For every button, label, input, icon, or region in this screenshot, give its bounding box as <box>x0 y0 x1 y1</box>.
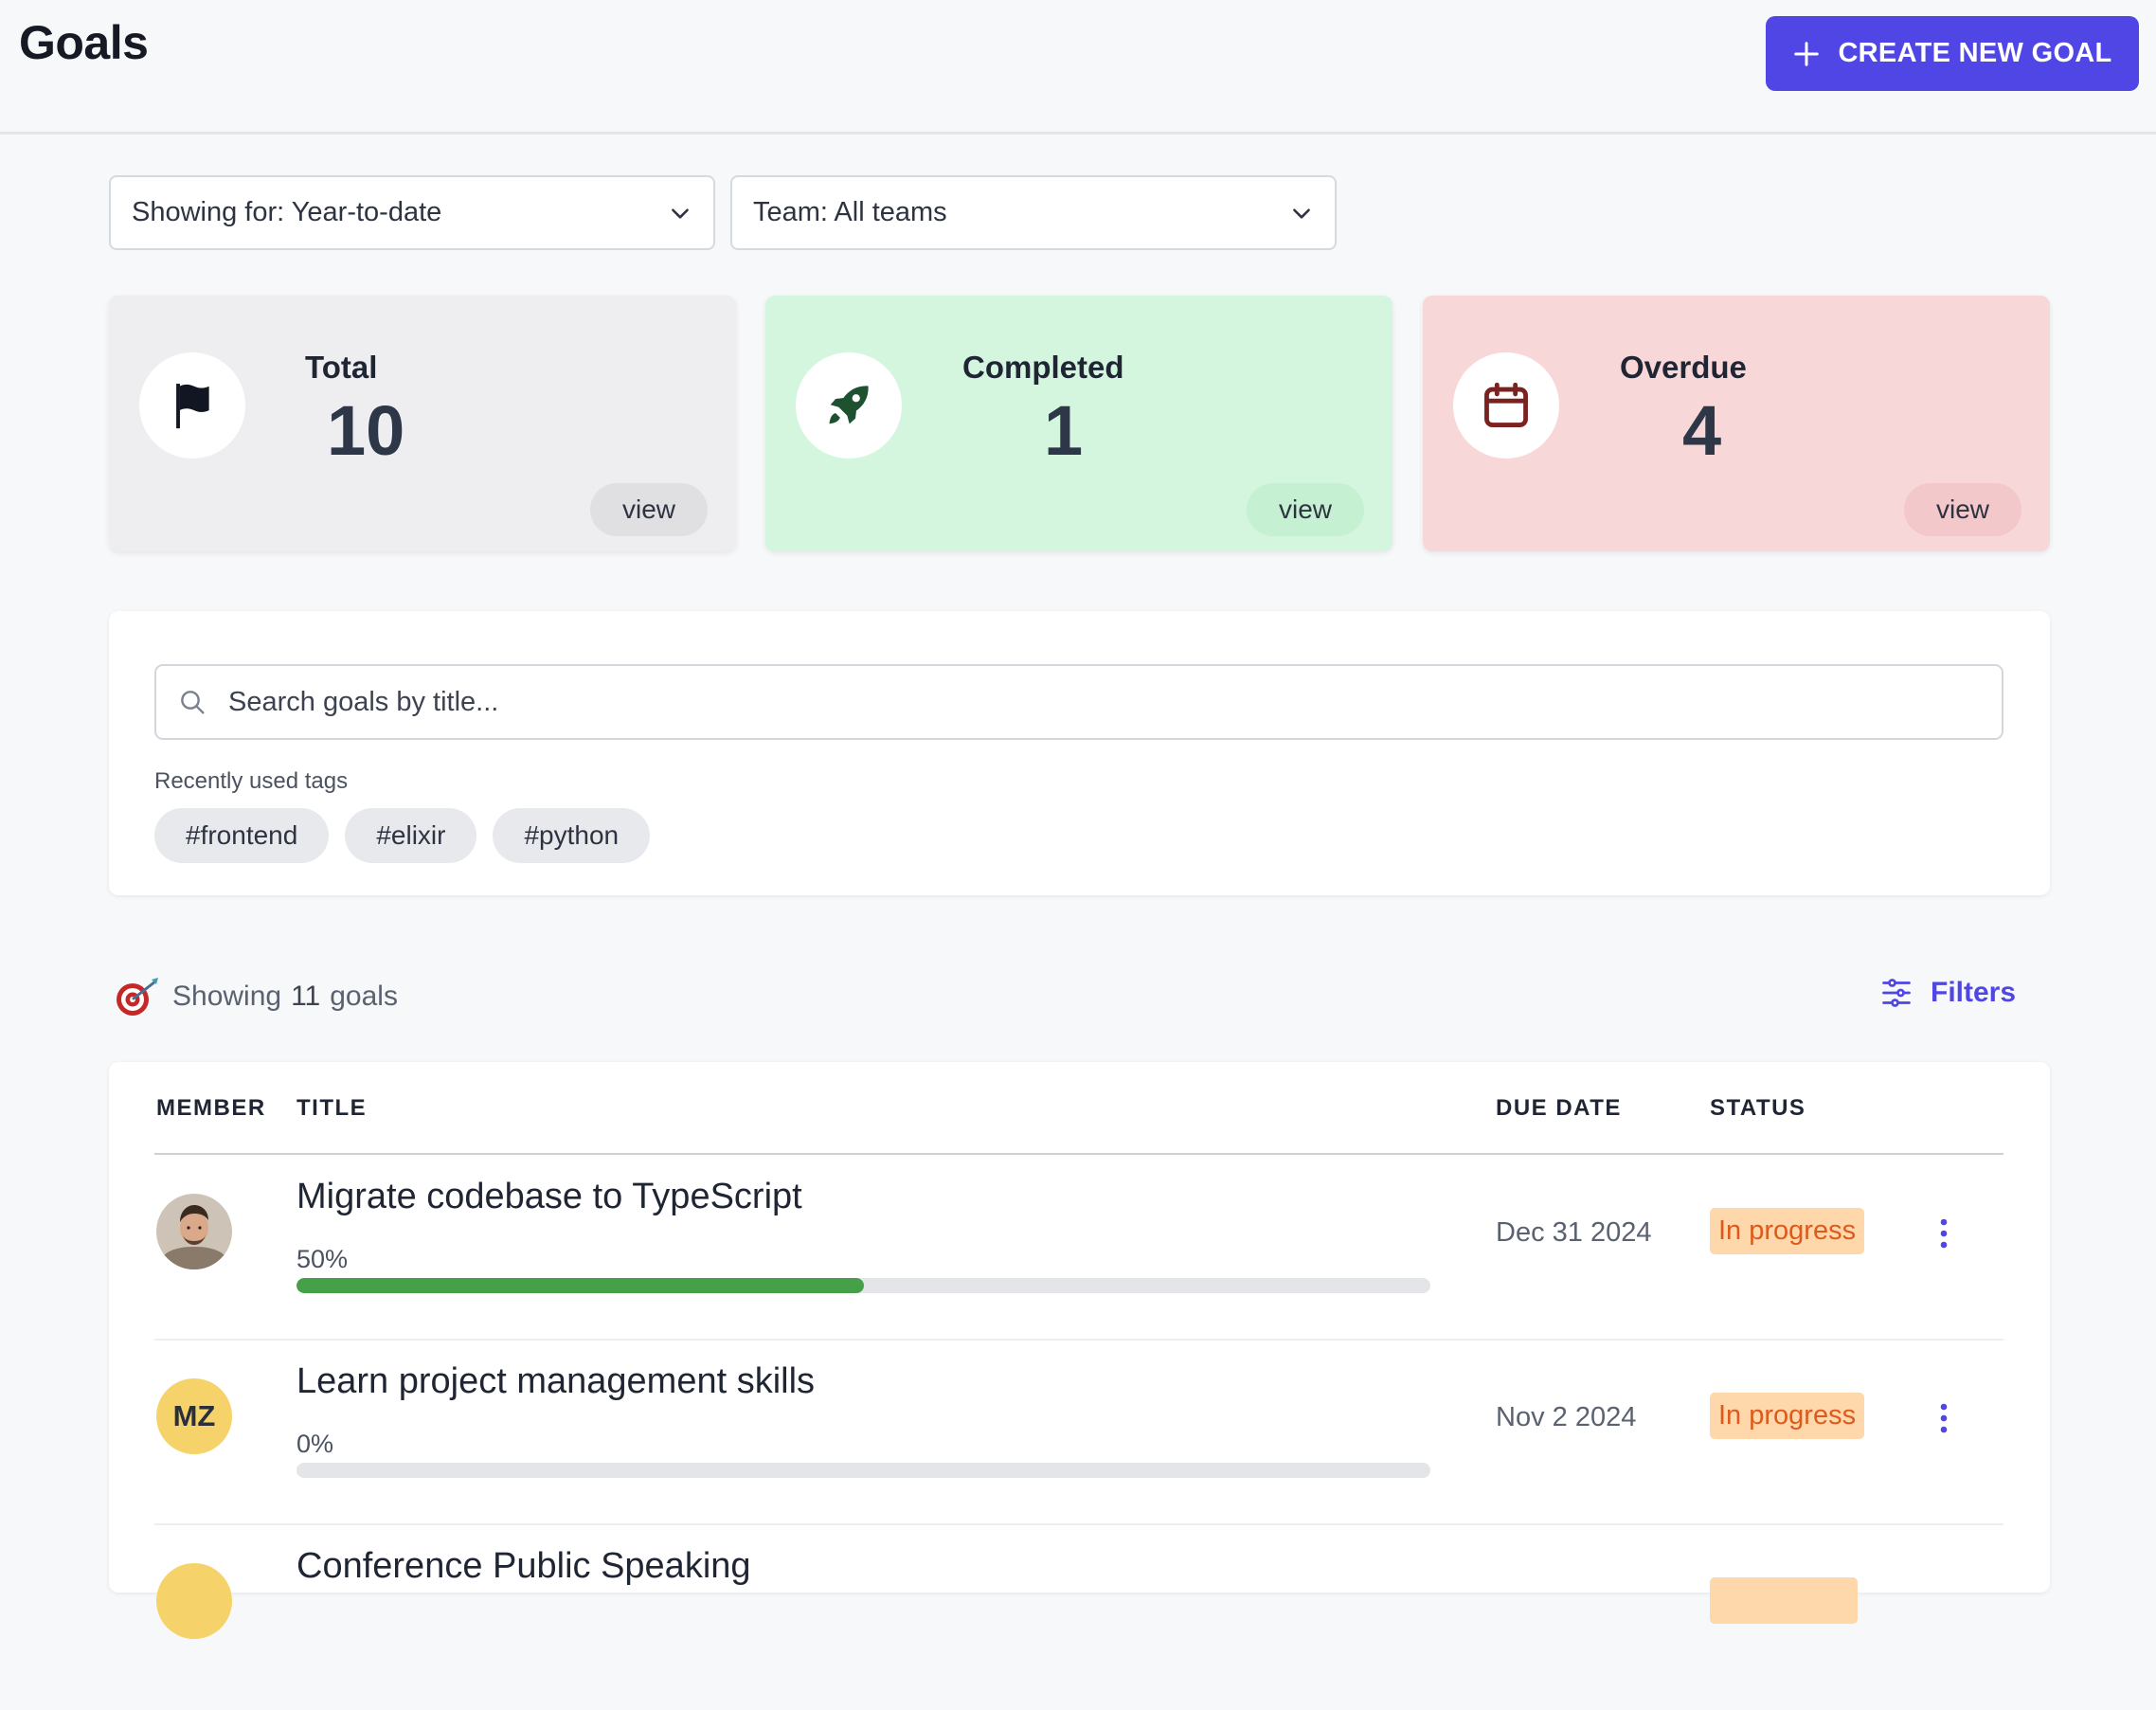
user-photo-avatar <box>156 1194 232 1269</box>
status-badge: In progress <box>1710 1208 1865 1254</box>
create-new-goal-label: CREATE NEW GOAL <box>1838 38 2112 68</box>
filters-label: Filters <box>1931 977 2017 1008</box>
period-select[interactable]: Showing for: Year-to-date <box>109 175 715 250</box>
due-date: Dec 31 2024 <box>1496 1217 1652 1248</box>
row-divider <box>154 1523 2003 1525</box>
progress-bar <box>296 1463 1430 1478</box>
page-title: Goals <box>19 16 149 69</box>
stat-icon-circle <box>139 352 245 459</box>
search-panel: Recently used tags #frontend #elixir #py… <box>109 611 2050 895</box>
stat-label: Completed <box>962 350 1124 385</box>
stat-value: 10 <box>327 391 405 470</box>
plus-icon <box>1794 41 1820 66</box>
chevron-down-icon <box>672 207 689 219</box>
goals-table: MEMBER TITLE DUE DATE STATUS Migrate cod… <box>109 1062 2050 1639</box>
tag-chip[interactable]: #python <box>493 808 651 863</box>
search-box <box>154 664 2003 740</box>
recent-tags-label: Recently used tags <box>154 768 349 794</box>
more-options-icon[interactable] <box>1930 1399 1958 1437</box>
view-overdue-button[interactable]: view <box>1904 483 2021 536</box>
goal-title[interactable]: Migrate codebase to TypeScript <box>296 1177 802 1216</box>
showing-prefix: Showing <box>172 981 282 1012</box>
target-dart-icon <box>117 978 158 1016</box>
more-options-icon[interactable] <box>1930 1215 1958 1252</box>
goals-count: Showing 11 goals <box>114 976 398 1017</box>
chevron-down-icon <box>1293 207 1310 219</box>
goal-title[interactable]: Conference Public Speaking <box>296 1546 751 1586</box>
search-icon <box>181 691 205 714</box>
table-row[interactable]: Conference Public Speaking <box>154 1525 2003 1710</box>
view-completed-button[interactable]: view <box>1247 483 1364 536</box>
rocket-icon <box>829 386 869 424</box>
status-badge <box>1710 1577 1858 1624</box>
progress-percent: 0% <box>296 1430 334 1458</box>
stat-card-total: Total 10 view <box>109 296 736 551</box>
progress-percent: 50% <box>296 1245 349 1273</box>
header-divider <box>154 1153 2003 1155</box>
due-date: Nov 2 2024 <box>1496 1402 1637 1432</box>
create-new-goal-button[interactable]: CREATE NEW GOAL <box>1766 16 2139 91</box>
progress-bar-fill <box>296 1278 864 1293</box>
goal-title[interactable]: Learn project management skills <box>296 1361 816 1401</box>
stat-label: Total <box>305 350 378 385</box>
column-header-due-date: DUE DATE <box>1496 1095 1622 1121</box>
showing-count: 11 <box>291 981 321 1012</box>
row-divider <box>154 1339 2003 1341</box>
progress-bar <box>296 1278 1430 1293</box>
column-header-title: TITLE <box>296 1095 368 1121</box>
avatar <box>156 1194 232 1269</box>
tag-chip[interactable]: #frontend <box>154 808 330 863</box>
stat-label: Overdue <box>1620 350 1747 385</box>
flag-icon <box>176 384 209 429</box>
team-select[interactable]: Team: All teams <box>730 175 1337 250</box>
stat-card-overdue: Overdue 4 view <box>1423 296 2050 551</box>
stat-value: 1 <box>1044 391 1084 470</box>
avatar <box>156 1563 232 1639</box>
column-header-member: MEMBER <box>156 1095 266 1121</box>
top-bar: Goals CREATE NEW GOAL <box>0 0 2156 135</box>
stat-card-completed: Completed 1 view <box>765 296 1392 551</box>
calendar-icon <box>1484 382 1528 427</box>
search-input[interactable] <box>228 686 2002 718</box>
period-select-label: Showing for: Year-to-date <box>132 197 442 227</box>
team-select-label: Team: All teams <box>753 197 947 227</box>
avatar: MZ <box>156 1378 232 1454</box>
tag-list: #frontend #elixir #python <box>154 808 651 863</box>
filters-button[interactable]: Filters <box>1879 976 2016 1010</box>
stat-icon-circle <box>796 352 902 459</box>
table-row[interactable]: Migrate codebase to TypeScript 50% Dec 3… <box>154 1156 2003 1341</box>
tag-chip[interactable]: #elixir <box>345 808 477 863</box>
stat-value: 4 <box>1682 391 1722 470</box>
sliders-icon <box>1882 979 1911 1007</box>
column-header-status: STATUS <box>1710 1095 1806 1121</box>
view-total-button[interactable]: view <box>590 483 708 536</box>
showing-suffix: goals <box>330 981 398 1012</box>
table-row[interactable]: MZ Learn project management skills 0% No… <box>154 1341 2003 1525</box>
status-badge: In progress <box>1710 1393 1865 1439</box>
stat-icon-circle <box>1453 352 1559 459</box>
